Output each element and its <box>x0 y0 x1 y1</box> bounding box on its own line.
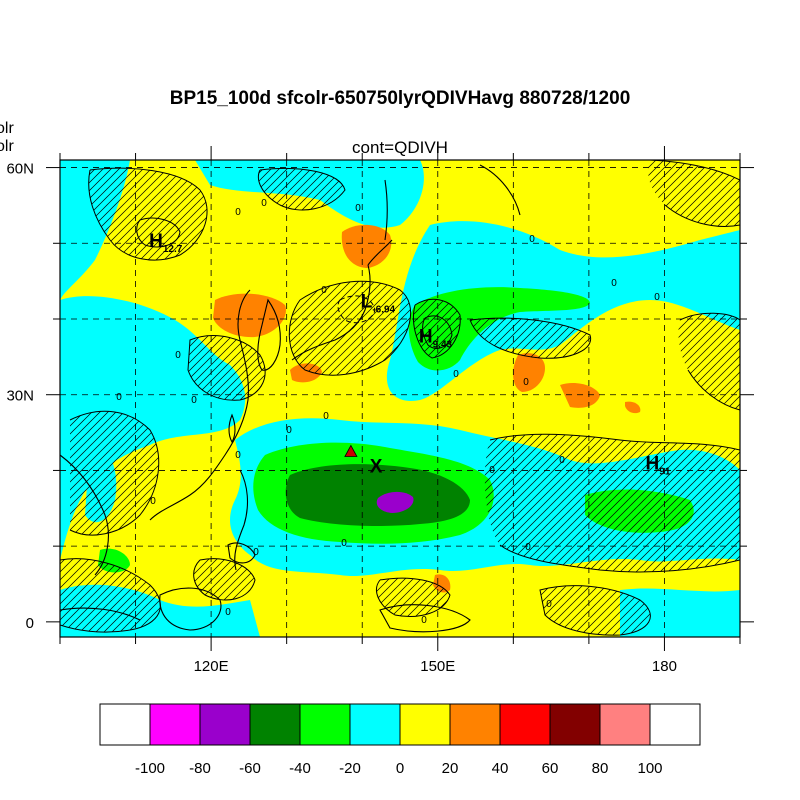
colorbar-tick-label: -100 <box>135 760 165 777</box>
contour-label: 0 <box>116 392 122 403</box>
lat-label: 0 <box>26 615 34 632</box>
colorbar: -100 -80 -60 -40 -20 0 20 40 60 80 100 <box>99 703 701 777</box>
colorbar-swatch <box>299 703 351 746</box>
lon-label: 180 <box>652 658 677 675</box>
colorbar-tick-label: 40 <box>492 760 509 777</box>
center-value: 9.43 <box>433 339 453 350</box>
colorbar-swatch <box>399 703 451 746</box>
contour-label: 0 <box>261 198 267 209</box>
hatched-areas <box>60 160 740 636</box>
axis-labels: 60N 30N 0 120E 150E 180 <box>6 161 676 675</box>
darkgreen-region <box>285 464 470 526</box>
gridlines <box>60 160 740 637</box>
colorbar-tick-label: 0 <box>396 760 404 777</box>
colorbar-swatch <box>99 703 151 746</box>
contour-label: 0 <box>191 395 197 406</box>
contour-label: 0 <box>341 538 347 549</box>
colorbar-swatch <box>499 703 551 746</box>
colorbar-swatch <box>349 703 401 746</box>
contour-label: 0 <box>253 547 259 558</box>
colorbar-tick-label: -20 <box>339 760 361 777</box>
contour-label: 0 <box>235 450 241 461</box>
orange-regions <box>213 224 641 593</box>
contour-label: 0 <box>355 203 361 214</box>
colorbar-tick-label: 100 <box>637 760 662 777</box>
lon-label: 120E <box>194 658 229 675</box>
colorbar-swatch <box>549 703 601 746</box>
contour-label: 0 <box>323 411 329 422</box>
colorbar-swatch <box>199 703 251 746</box>
contour-label: 0 <box>321 285 327 296</box>
colorbar-tick-label: 20 <box>442 760 459 777</box>
storm-marker-triangle <box>344 444 358 457</box>
center-value: -6.94 <box>372 305 395 316</box>
contour-label: 0 <box>175 350 181 361</box>
contour-label: 0 <box>150 496 156 507</box>
contour-label: 0 <box>611 278 617 289</box>
cut-off-label-1: olr <box>0 120 14 137</box>
contour-label: 0 <box>286 425 292 436</box>
map-subtitle: cont=QDIVH <box>352 138 448 157</box>
lat-label: 60N <box>6 161 34 178</box>
contour-label: 0 <box>529 234 535 245</box>
map-plot-area: 0 0 0 0 0 0 0 0 0 0 0 0 0 0 0 0 0 0 0 0 … <box>60 160 740 637</box>
map-frame <box>59 159 741 638</box>
colorbar-swatch <box>449 703 501 746</box>
contour-label: 0 <box>523 377 529 388</box>
contour-label: 0 <box>225 607 231 618</box>
axis-ticks <box>46 146 754 651</box>
purple-region <box>376 491 414 513</box>
colorbar-tick-label: -40 <box>289 760 311 777</box>
contour-label: 0 <box>654 292 660 303</box>
contour-label: 0 <box>421 615 427 626</box>
lat-label: 30N <box>6 388 34 405</box>
map-title: BP15_100d sfcolr-650750lyrQDIVHavg 88072… <box>169 88 631 109</box>
colorbar-tick-label: 60 <box>542 760 559 777</box>
center-value: 12.7 <box>163 244 183 255</box>
center-value: 91 <box>659 467 671 478</box>
colorbar-swatch <box>599 703 651 746</box>
contour-lines <box>60 160 740 636</box>
contour-label: 0 <box>559 455 565 466</box>
coastlines <box>60 164 521 633</box>
pressure-center-x: X <box>370 457 383 478</box>
colorbar-tick-label: -80 <box>189 760 211 777</box>
colorbar-swatch <box>149 703 201 746</box>
colorbar-tick-label: -60 <box>239 760 261 777</box>
colorbar-tick-label: 80 <box>592 760 609 777</box>
contour-label: 0 <box>235 207 241 218</box>
cut-off-label-2: olr <box>0 138 14 155</box>
zero-contour-labels: 0 0 0 0 0 0 0 0 0 0 0 0 0 0 0 0 0 0 0 0 … <box>116 198 660 626</box>
contour-label: 0 <box>525 542 531 553</box>
contour-label: 0 <box>453 369 459 380</box>
negative-contour <box>337 295 376 324</box>
contour-label: 0 <box>546 599 552 610</box>
colorbar-swatch <box>649 703 701 746</box>
lon-label: 150E <box>420 658 455 675</box>
colorbar-swatch <box>249 703 301 746</box>
